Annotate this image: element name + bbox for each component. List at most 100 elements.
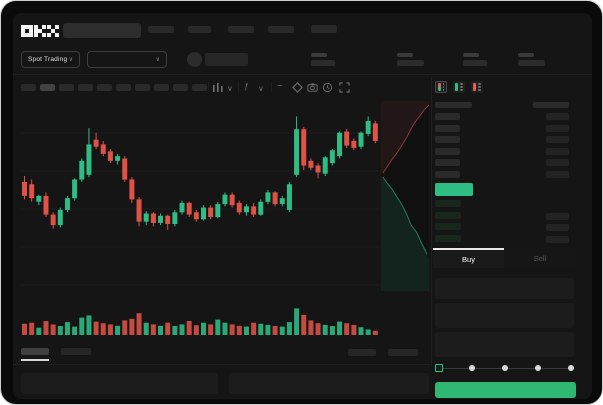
volume-bar <box>107 324 113 335</box>
nav-item-placeholder[interactable] <box>228 26 254 33</box>
bid-amount-placeholder[interactable] <box>546 236 569 244</box>
slider-handle[interactable] <box>435 364 443 372</box>
timeframe-button[interactable] <box>173 84 188 91</box>
stat-label-placeholder <box>463 53 479 57</box>
bid-amount-placeholder[interactable] <box>546 212 569 220</box>
orderbook-mode-combined-icon[interactable] <box>435 81 447 93</box>
indicator-fx-icon[interactable]: ƒ <box>244 82 249 91</box>
last-price-bar[interactable] <box>435 183 473 196</box>
search-input[interactable] <box>63 23 141 38</box>
ask-price-placeholder[interactable] <box>435 171 460 178</box>
chart-type-icon[interactable] <box>213 83 223 92</box>
order-amount-input[interactable] <box>435 303 574 328</box>
order-total-input[interactable] <box>435 332 574 357</box>
expand-icon[interactable] <box>339 82 350 93</box>
ask-amount-placeholder[interactable] <box>546 171 569 178</box>
bottom-toolbar-placeholder[interactable] <box>348 349 376 356</box>
buy-submit-button[interactable] <box>435 382 576 398</box>
volume-bar <box>222 322 228 335</box>
market-type-selector[interactable]: Spot Trading ∨ <box>21 51 80 68</box>
timeframe-button[interactable] <box>154 84 169 91</box>
bid-amount-placeholder[interactable] <box>546 224 569 232</box>
bid-price-placeholder[interactable] <box>435 235 461 243</box>
volume-bar <box>57 326 63 335</box>
candle-body <box>251 206 257 215</box>
ask-amount-placeholder[interactable] <box>546 147 569 155</box>
candle-body <box>308 160 314 168</box>
okx-logo <box>21 25 59 37</box>
orderbook-mode-bids-icon[interactable] <box>453 81 465 93</box>
slider-stop-dot[interactable] <box>535 365 541 371</box>
slider-stop-dot[interactable] <box>469 365 475 371</box>
volume-bar <box>365 329 371 335</box>
volume-bar <box>258 323 264 335</box>
asks-depth-area <box>381 101 429 173</box>
candlestick-chart[interactable] <box>21 101 379 337</box>
tab-sell[interactable]: Sell <box>504 248 576 268</box>
chevron-down-icon[interactable]: ∨ <box>227 84 233 93</box>
draw-diamond-icon[interactable] <box>292 82 303 93</box>
volume-bar <box>243 326 249 335</box>
ask-price-placeholder[interactable] <box>435 159 460 167</box>
timeframe-button[interactable] <box>116 84 131 91</box>
market-type-label: Spot Trading <box>28 56 68 63</box>
candle-body <box>186 202 192 215</box>
coin-avatar <box>187 52 202 67</box>
stat-value-placeholder <box>518 60 545 66</box>
nav-item-placeholder[interactable] <box>188 26 211 33</box>
orderbook-amount-header <box>533 102 569 108</box>
volume-bar <box>208 324 214 335</box>
depth-chart[interactable] <box>381 101 429 291</box>
order-price-input[interactable] <box>435 278 574 299</box>
volume-bar <box>50 324 56 335</box>
history-clock-icon[interactable] <box>322 82 333 93</box>
timeframe-button[interactable] <box>40 84 55 91</box>
tab-buy-label: Buy <box>462 254 475 264</box>
ask-price-placeholder[interactable] <box>435 124 460 132</box>
ask-price-placeholder[interactable] <box>435 136 460 144</box>
bid-price-placeholder[interactable] <box>435 211 461 219</box>
candle-body <box>143 213 149 222</box>
candle-body <box>107 151 113 161</box>
ask-amount-placeholder[interactable] <box>546 113 569 120</box>
bid-price-placeholder[interactable] <box>435 223 461 231</box>
slider-stop-dot[interactable] <box>502 365 508 371</box>
ask-price-placeholder[interactable] <box>435 113 460 120</box>
candle-body <box>150 213 156 223</box>
ask-price-placeholder[interactable] <box>435 147 460 155</box>
candle-body <box>165 215 171 224</box>
nav-item-placeholder[interactable] <box>268 26 294 33</box>
slider-stop-dot[interactable] <box>568 365 574 371</box>
bid-price-placeholder[interactable] <box>435 200 461 207</box>
tab-buy[interactable]: Buy <box>433 248 504 268</box>
timeframe-button[interactable] <box>192 84 207 91</box>
volume-bar <box>322 324 328 335</box>
volume-bar <box>301 314 307 335</box>
orderbook-mode-asks-icon[interactable] <box>471 81 483 93</box>
ask-amount-placeholder[interactable] <box>546 136 569 144</box>
bottom-tab-active[interactable] <box>21 348 49 355</box>
header-right-placeholder[interactable] <box>311 25 337 33</box>
bottom-toolbar-placeholder[interactable] <box>388 349 418 356</box>
chevron-down-icon[interactable]: ∨ <box>258 84 264 93</box>
pair-name-placeholder <box>205 53 248 66</box>
timeframe-button[interactable] <box>59 84 74 91</box>
volume-bar <box>201 322 206 335</box>
timeframe-button[interactable] <box>21 84 36 91</box>
camera-icon[interactable] <box>307 82 318 93</box>
bottom-tab[interactable] <box>61 348 91 355</box>
nav-item-placeholder[interactable] <box>148 26 174 33</box>
ask-amount-placeholder[interactable] <box>546 159 569 167</box>
candle-body <box>279 198 285 204</box>
wave-line-icon[interactable]: ~ <box>277 81 283 92</box>
volume-bar <box>193 325 199 335</box>
pair-selector[interactable]: ∨ <box>87 51 167 68</box>
ask-amount-placeholder[interactable] <box>546 124 569 132</box>
tab-sell-label: Sell <box>533 253 547 263</box>
timeframe-button[interactable] <box>78 84 93 91</box>
candle-body <box>129 179 135 200</box>
bids-depth-line <box>382 176 428 255</box>
timeframe-button[interactable] <box>135 84 150 91</box>
chevron-down-icon: ∨ <box>68 56 73 63</box>
timeframe-button[interactable] <box>97 84 112 91</box>
